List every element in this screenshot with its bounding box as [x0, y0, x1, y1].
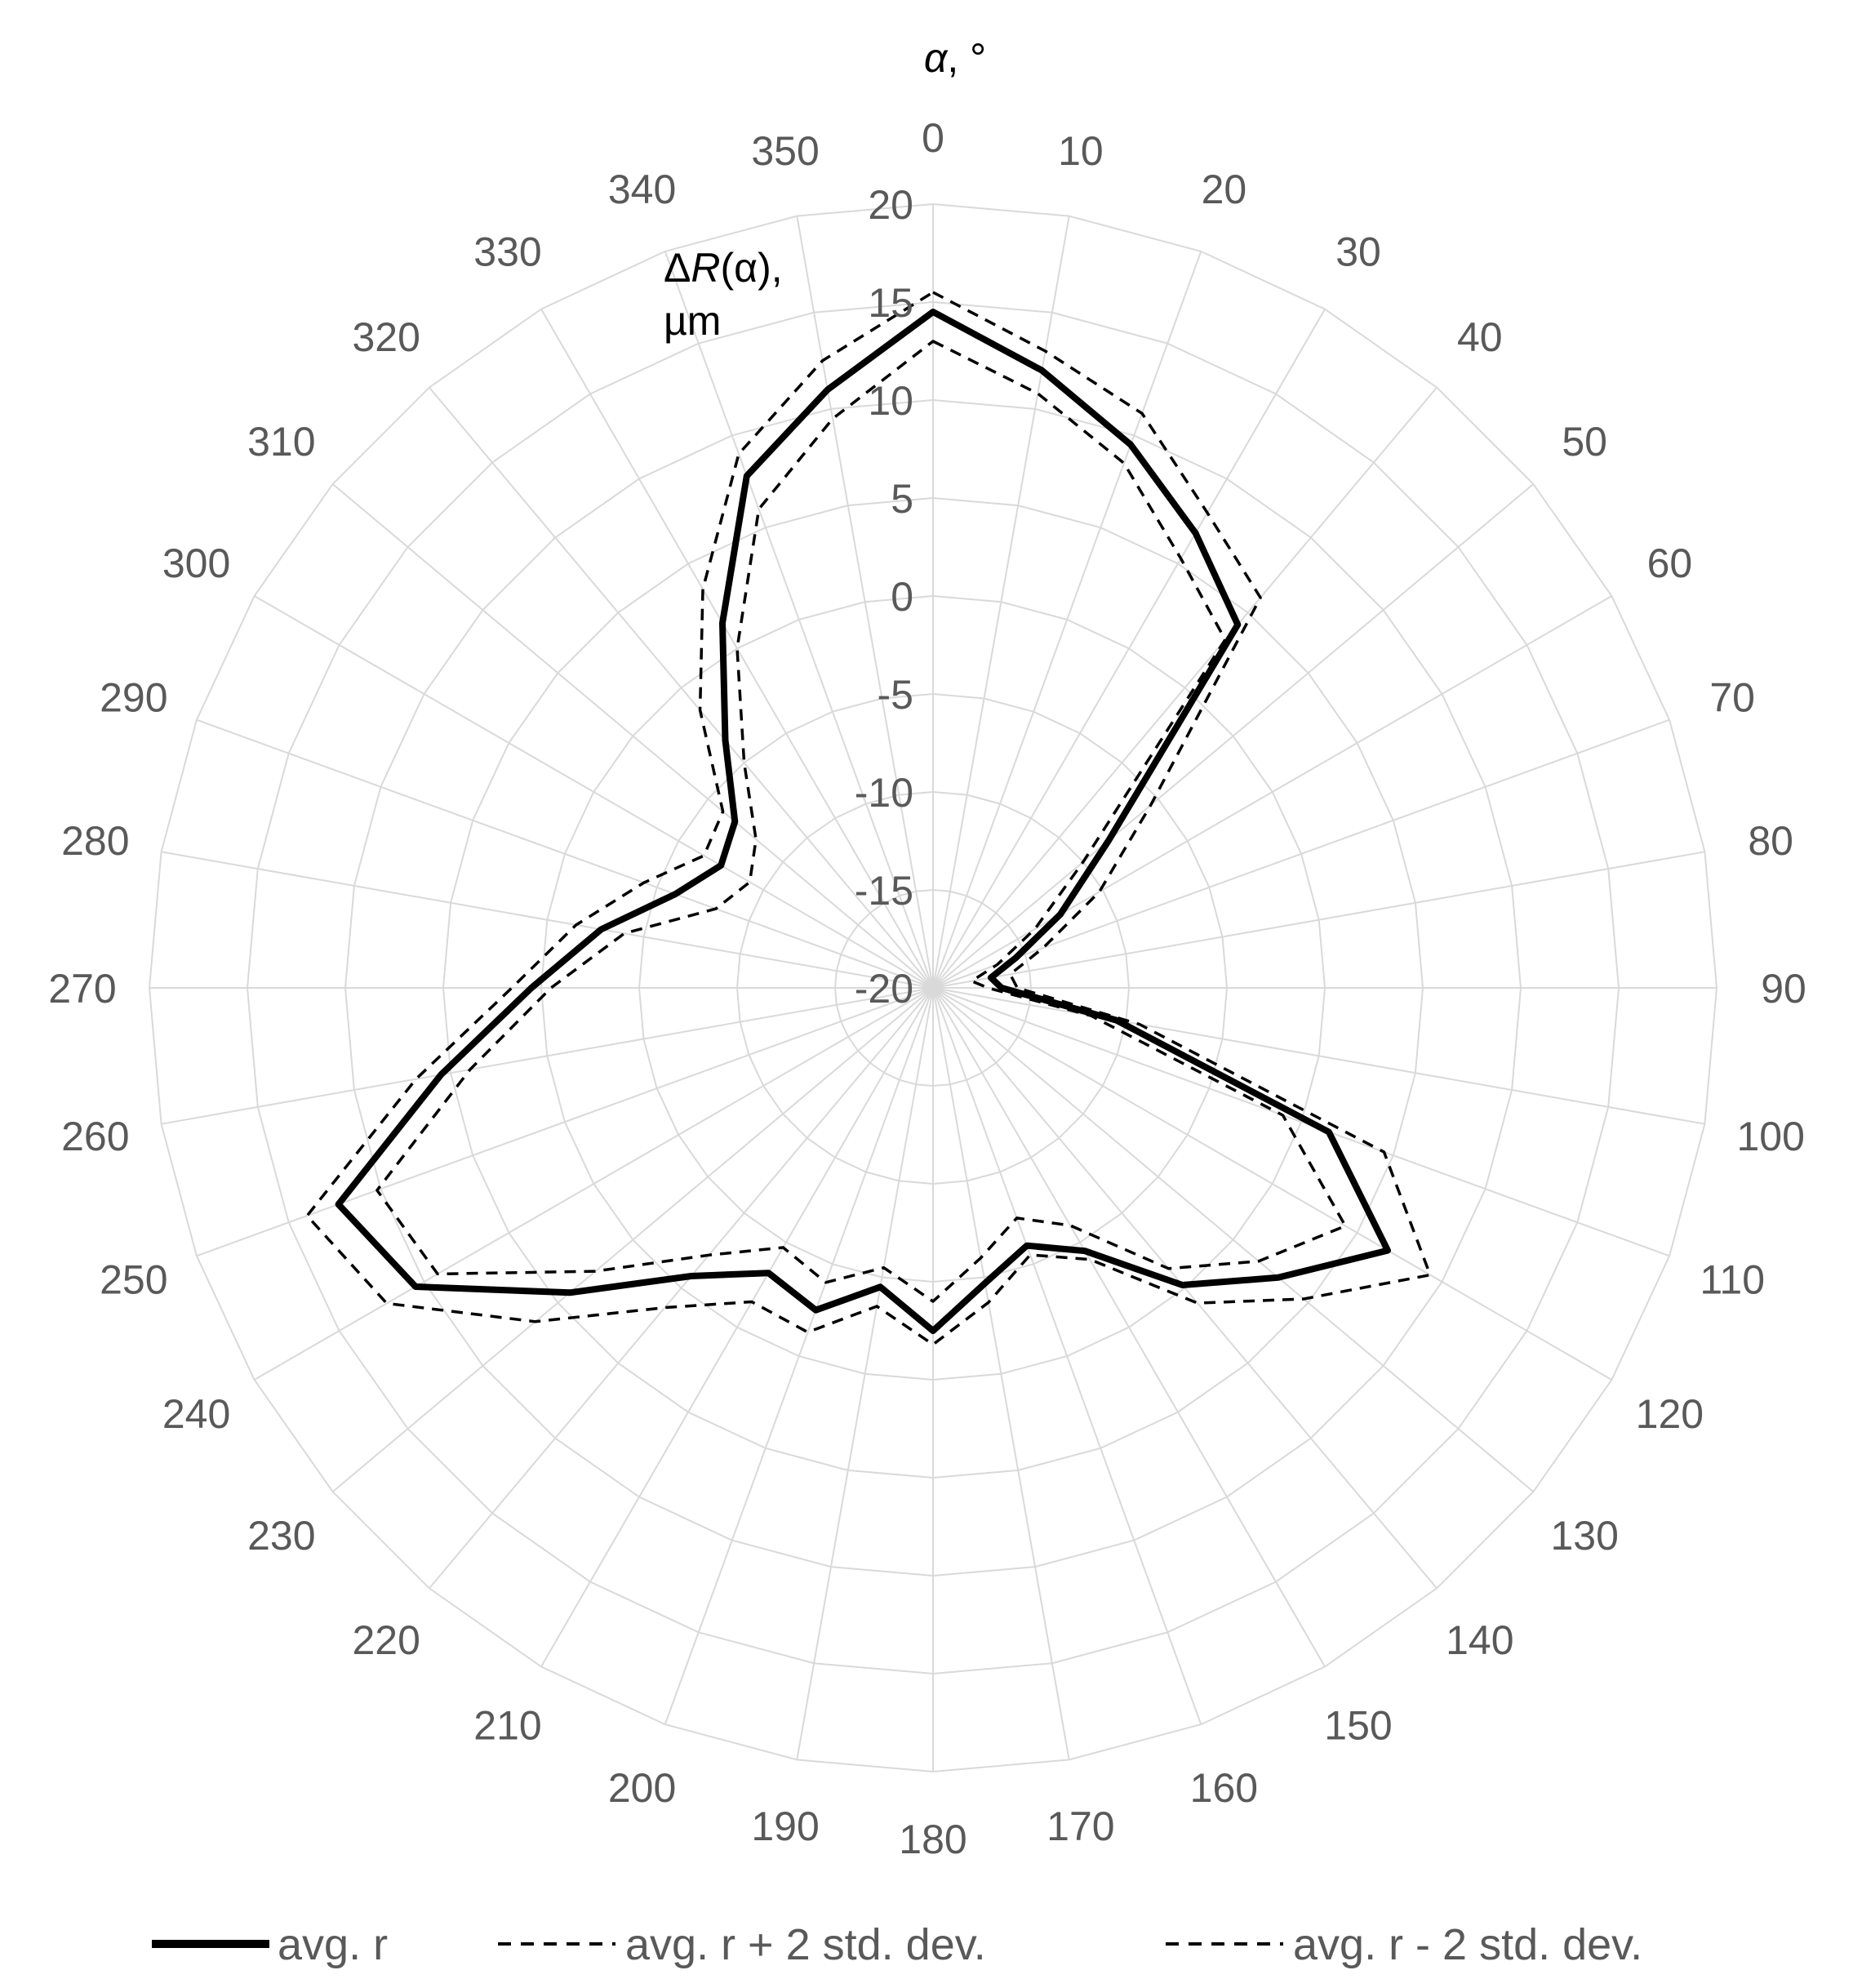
legend-label-minus: avg. r - 2 std. dev.: [1293, 1920, 1642, 1969]
angle-tick-label: 270: [48, 966, 116, 1012]
angle-tick-label: 140: [1446, 1617, 1513, 1663]
angle-tick-label: 150: [1324, 1702, 1392, 1748]
grid-spoke: [932, 987, 1326, 1667]
radial-tick-label: -10: [855, 770, 913, 816]
grid-spoke: [932, 987, 1612, 1381]
series-lines: [305, 291, 1432, 1346]
grid-spoke: [254, 987, 934, 1381]
radial-axis-title: ΔR(α),: [664, 245, 783, 291]
angle-tick-label: 10: [1058, 128, 1104, 174]
radial-tick-label: 0: [891, 574, 913, 620]
angle-tick-label: 40: [1457, 314, 1503, 360]
grid-spoke: [932, 987, 1070, 1760]
angle-tick-label: 70: [1709, 675, 1755, 721]
legend-item-plus: avg. r + 2 std. dev.: [498, 1920, 986, 1969]
angle-tick-label: 260: [61, 1114, 129, 1159]
grid-spoke: [932, 987, 1535, 1492]
legend: avg. r avg. r + 2 std. dev. avg. r - 2 s…: [152, 1920, 1642, 1969]
angle-tick-label: 60: [1647, 540, 1693, 586]
grid-spoke: [429, 386, 934, 989]
angle-tick-label: 200: [608, 1765, 676, 1811]
radial-tick-label: 20: [868, 182, 913, 228]
angle-axis-title-symbol: α: [924, 35, 949, 81]
radial-tick-label: -15: [855, 868, 913, 914]
angle-tick-label: 110: [1700, 1256, 1765, 1302]
grid-spoke: [932, 987, 1202, 1725]
angle-tick-label: 250: [100, 1256, 167, 1302]
angle-tick-label: 210: [473, 1702, 541, 1748]
grid-spoke: [196, 718, 934, 989]
angle-tick-label: 320: [352, 314, 420, 360]
angle-tick-label: 330: [473, 229, 541, 275]
grid-spoke: [161, 987, 934, 1125]
grid-spoke: [429, 987, 934, 1590]
grid-spoke: [932, 483, 1535, 989]
grid-spoke: [932, 851, 1705, 989]
grid-spoke: [664, 251, 934, 989]
legend-item-avg: avg. r: [152, 1920, 388, 1969]
legend-label-avg: avg. r: [278, 1920, 388, 1969]
angle-tick-label: 90: [1761, 966, 1806, 1012]
angle-tick-label: 230: [247, 1513, 315, 1559]
legend-item-minus: avg. r - 2 std. dev.: [1166, 1920, 1642, 1969]
angle-tick-label: 120: [1636, 1391, 1704, 1437]
grid-spoke: [254, 595, 934, 989]
radial-axis-unit: µm: [664, 298, 721, 344]
grid-spoke: [932, 718, 1670, 989]
radial-axis-title-prefix: Δ: [664, 245, 691, 291]
angle-tick-label: 290: [100, 675, 167, 721]
radial-tick-label: -20: [855, 966, 913, 1012]
angle-tick-label: 30: [1335, 229, 1381, 275]
angle-tick-label: 190: [751, 1803, 819, 1849]
angle-tick-label: 350: [751, 128, 819, 174]
angle-tick-label: 180: [899, 1817, 966, 1862]
grid-spoke: [664, 987, 934, 1725]
angle-tick-label: 240: [162, 1391, 230, 1437]
angle-tick-label: 170: [1046, 1803, 1114, 1849]
grid-spoke: [932, 386, 1438, 989]
radial-tick-label: 10: [868, 378, 913, 424]
angle-tick-label: 310: [247, 419, 315, 465]
angle-axis-title: α, °: [924, 35, 986, 81]
radial-tick-label: 5: [891, 476, 913, 522]
polar-grid: [148, 202, 1718, 1773]
angle-tick-label: 280: [61, 818, 129, 864]
grid-spoke: [540, 987, 934, 1667]
grid-spoke: [932, 251, 1202, 989]
grid-spoke: [196, 987, 934, 1257]
angle-tick-label: 160: [1190, 1765, 1258, 1811]
grid-spoke: [540, 309, 934, 989]
angle-tick-label: 220: [352, 1617, 420, 1663]
grid-spoke: [331, 987, 934, 1492]
grid-spoke: [796, 987, 934, 1760]
grid-spoke: [161, 851, 934, 989]
legend-label-plus: avg. r + 2 std. dev.: [625, 1920, 986, 1969]
series-line-1: [305, 291, 1432, 1346]
angle-tick-label: 300: [162, 540, 230, 586]
series-line-0: [335, 309, 1391, 1334]
grid-spoke: [932, 987, 1705, 1125]
grid-spoke: [932, 309, 1326, 989]
angle-tick-label: 20: [1202, 167, 1247, 212]
angle-tick-label: 80: [1748, 818, 1793, 864]
grid-spoke: [932, 595, 1612, 989]
radial-axis-title-suffix: (α),: [721, 245, 783, 291]
radial-tick-label: -5: [878, 672, 913, 718]
series-line-2: [375, 340, 1347, 1303]
grid-spoke: [331, 483, 934, 989]
grid-spoke: [932, 987, 1670, 1257]
angle-tick-label: 100: [1736, 1114, 1804, 1159]
grid-spoke: [796, 216, 934, 989]
angle-tick-label: 50: [1562, 419, 1607, 465]
angle-axis-title-unit: , °: [947, 35, 986, 81]
axis-ticks: 0 102030405060708090100110120130140150160…: [48, 115, 1806, 1862]
angle-tick-label: 0: [922, 115, 944, 161]
angle-tick-label: 340: [608, 167, 676, 212]
angle-tick-label: 130: [1550, 1513, 1618, 1559]
grid-spoke: [932, 216, 1070, 989]
radial-axis-title-symbol: R: [691, 245, 720, 291]
radial-tick-label: 15: [868, 280, 913, 326]
